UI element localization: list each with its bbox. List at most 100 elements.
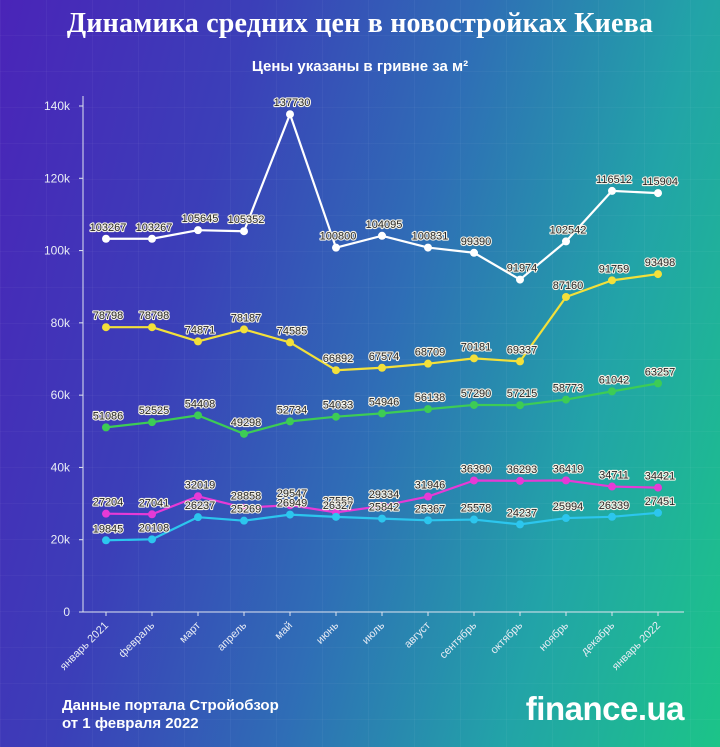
series-2-point (240, 325, 248, 334)
series-2-point (654, 270, 662, 279)
series-4-data-label: 27559 (323, 495, 354, 507)
series-4-data-label: 29547 (277, 488, 308, 500)
series-2-point (148, 323, 156, 332)
series-1-data-label: 104095 (366, 219, 403, 231)
series-5-point (332, 512, 340, 521)
series-2-point (516, 357, 524, 366)
series-1-data-label: 137730 (274, 97, 311, 109)
series-3-point (424, 405, 432, 414)
source-note: Данные портала Стройобзор от 1 февраля 2… (62, 697, 279, 733)
series-points (102, 110, 662, 545)
series-5-data-label: 26949 (277, 498, 308, 510)
series-2-point (608, 276, 616, 285)
series-2-data-label: 74871 (185, 324, 216, 336)
series-5-point (240, 516, 248, 525)
series-1-point (194, 226, 202, 235)
series-1-point (240, 227, 248, 236)
series-4-point (654, 483, 662, 492)
series-3-point (470, 400, 478, 409)
series-1-data-label: 102542 (550, 224, 587, 236)
series-1-point (424, 243, 432, 252)
series-3-data-label: 56138 (415, 392, 446, 404)
series-2-point (286, 338, 294, 347)
series-3-point (240, 429, 248, 438)
series-4-point (516, 476, 524, 485)
series-5-data-label: 26327 (323, 500, 354, 512)
series-2-data-label: 93498 (645, 257, 676, 269)
x-tick-label: июнь (314, 619, 341, 646)
series-4-point (562, 476, 570, 485)
series-3-point (332, 412, 340, 421)
series-2-data-label: 69337 (507, 344, 538, 356)
series-3-point (608, 387, 616, 396)
series-4-data-label: 29334 (369, 489, 400, 501)
x-tick-label: сентябрь (438, 619, 480, 661)
series-5-data-label: 25578 (461, 503, 492, 515)
series-3-data-label: 57215 (507, 388, 538, 400)
source-line-1: Данные портала Стройобзор (62, 697, 279, 714)
series-5-point (516, 520, 524, 529)
series-3-data-label: 49298 (231, 417, 262, 429)
y-tick-label: 60k (51, 388, 71, 402)
series-1-point (286, 110, 294, 119)
series-4-point (240, 503, 248, 512)
finance-ua-logo: finance.ua (525, 690, 685, 727)
series-3-point (102, 423, 110, 432)
series-1-point (470, 248, 478, 257)
series-5-data-label: 25367 (415, 503, 446, 515)
series-2-point (378, 363, 386, 372)
series-5-data-label: 25994 (553, 501, 584, 513)
series-4-point (470, 476, 478, 485)
series-4-data-label: 36293 (507, 464, 538, 476)
x-tick-label: октябрь (488, 619, 525, 656)
series-1-point (562, 237, 570, 246)
series-1-data-label: 100831 (412, 231, 449, 243)
x-tick-label: март (177, 620, 203, 646)
y-tick-label: 100k (44, 244, 71, 258)
series-2-data-label: 78798 (139, 310, 170, 322)
series-1-data-label: 115904 (642, 176, 678, 188)
x-tick-label: август (402, 620, 433, 651)
x-tick-label: апрель (215, 619, 249, 653)
y-tick-label: 0 (63, 605, 70, 619)
x-tick-label: декабрь (579, 619, 617, 657)
series-3-point (286, 417, 294, 426)
series-4-point (102, 509, 110, 518)
series-3-point (516, 401, 524, 410)
series-5-point (654, 508, 662, 517)
series-5-data-label: 25842 (369, 502, 400, 514)
series-5-data-label: 20108 (139, 522, 170, 534)
series-4-data-label: 36419 (553, 463, 584, 475)
series-2-point (470, 354, 478, 363)
series-1-point (516, 275, 524, 284)
series-5-point (194, 513, 202, 522)
series-4-point (424, 492, 432, 501)
series-3-data-label: 52525 (139, 405, 170, 417)
series-2-data-label: 67574 (369, 351, 400, 363)
y-tick-label: 40k (51, 460, 71, 474)
y-tick-label: 140k (44, 99, 71, 113)
series-2-data-label: 74585 (277, 325, 308, 337)
series-4-data-label: 27204 (93, 497, 124, 509)
series-5-data-label: 27451 (645, 496, 676, 508)
series-3-data-label: 52734 (277, 404, 308, 416)
series-4-data-label: 36390 (461, 463, 492, 475)
chart-axes: 0 20k 40k 60k 80k 100k 120k 140k январь 2021 февр… (44, 96, 684, 673)
series-2-data-label: 87160 (553, 280, 584, 292)
series-1-data-label: 103267 (136, 222, 173, 234)
series-1-data-label: 100800 (320, 231, 357, 243)
series-3-data-label: 54033 (323, 400, 354, 412)
series-5-data-label: 26237 (185, 500, 216, 512)
series-2-point (102, 323, 110, 332)
x-tick-label: ноябрь (537, 619, 571, 653)
series-4-data-label: 28858 (231, 491, 262, 503)
series-2-point (194, 337, 202, 346)
y-tick-label: 20k (51, 533, 71, 547)
series-1-point (608, 186, 616, 195)
series-3-point (654, 379, 662, 388)
chart-subtitle: Цены указаны в гривне за м² (251, 58, 469, 75)
series-2-point (332, 366, 340, 375)
series-4-point (378, 501, 386, 510)
x-tick-label: январь 2022 (610, 620, 663, 673)
